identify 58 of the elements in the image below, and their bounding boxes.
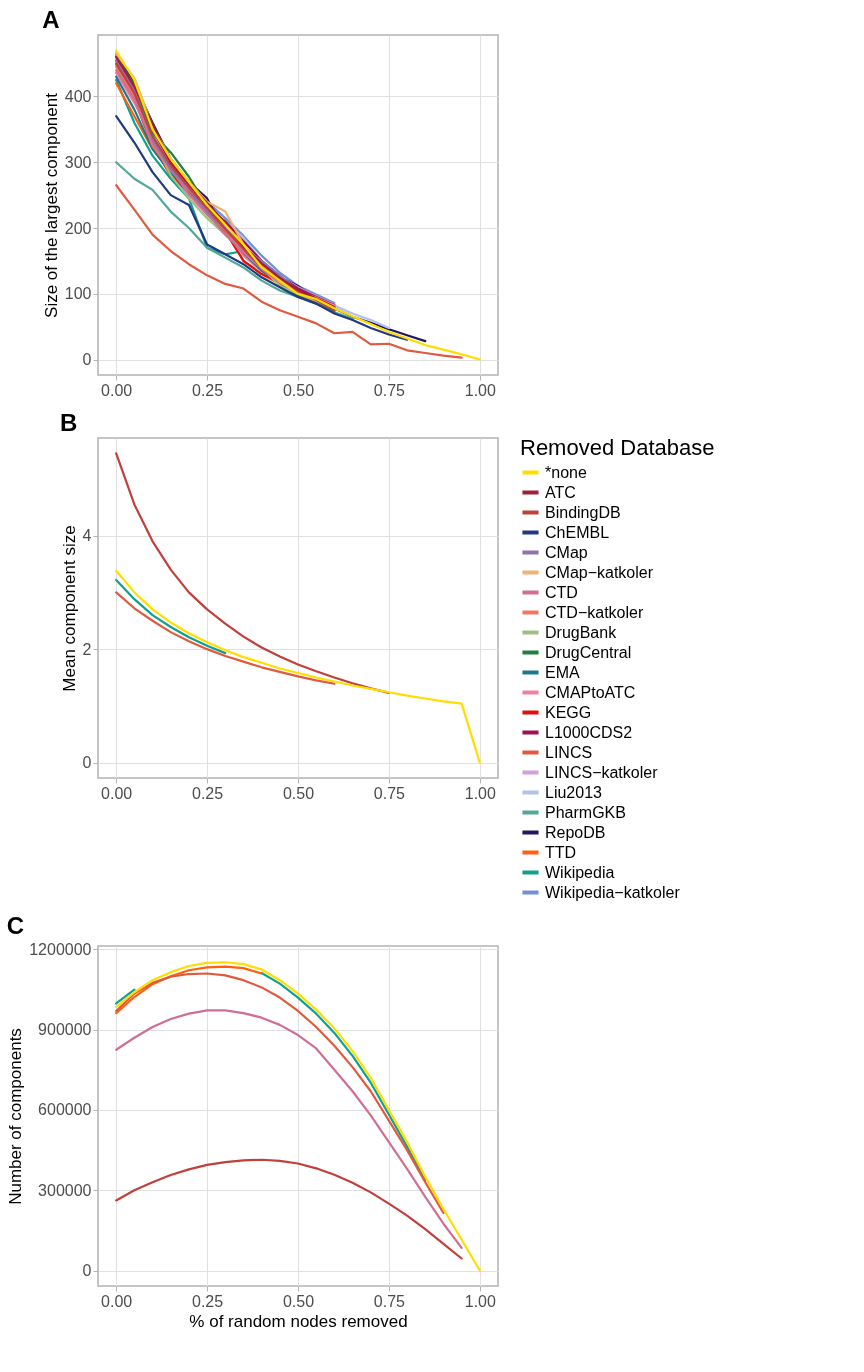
y-tick-label: 300000 <box>38 1181 92 1199</box>
y-axis-title: Number of components <box>6 1028 26 1205</box>
y-axis-title: Size of the largest component <box>41 92 61 318</box>
x-tick-label: 0.25 <box>192 784 224 802</box>
x-tick-label: 0.00 <box>101 381 133 399</box>
x-tick-label: 0.25 <box>192 1292 224 1310</box>
legend-label: CMap−katkoler <box>545 563 654 581</box>
x-tick-label: 0.75 <box>373 1292 406 1310</box>
x-tick-label: 0.00 <box>101 1292 133 1310</box>
legend-label: PharmGKB <box>545 803 626 821</box>
x-tick-label: 0.50 <box>282 381 315 399</box>
y-tick-label: 4 <box>82 527 92 545</box>
y-tick-label: 1200000 <box>29 940 92 958</box>
y-tick-label: 900000 <box>38 1021 92 1039</box>
y-tick-label: 200 <box>64 219 92 237</box>
y-axis-title: Mean component size <box>59 525 79 692</box>
x-tick-label: 0.00 <box>101 784 133 802</box>
y-tick-label: 0 <box>82 351 92 369</box>
chart-title: B <box>60 409 78 436</box>
x-tick-label: 0.75 <box>373 381 406 399</box>
legend-label: Liu2013 <box>545 783 603 801</box>
x-tick-label: 0.50 <box>282 1292 315 1310</box>
legend-label: ATC <box>545 483 576 501</box>
legend-label: Wikipedia <box>545 863 615 881</box>
legend-label: *none <box>545 463 587 481</box>
y-tick-label: 2 <box>82 640 92 658</box>
legend-label: KEGG <box>545 703 592 721</box>
x-tick-label: 0.25 <box>192 381 224 399</box>
legend-label: DrugBank <box>545 623 618 641</box>
y-tick-label: 300 <box>64 153 92 171</box>
legend-label: CMAPtoATC <box>545 683 636 701</box>
legend-label: CTD <box>545 583 578 601</box>
x-tick-label: 1.00 <box>464 381 496 399</box>
legend-label: Wikipedia−katkoler <box>545 883 681 901</box>
legend-label: BindingDB <box>545 503 621 521</box>
chart-title: C <box>6 912 25 940</box>
y-tick-label: 600000 <box>38 1101 92 1119</box>
y-tick-label: 0 <box>82 1262 92 1280</box>
legend-title: Removed Database <box>520 435 715 460</box>
legend-label: RepoDB <box>545 823 606 841</box>
legend-label: ChEMBL <box>545 523 610 541</box>
chart-title: A <box>42 6 60 33</box>
x-tick-label: 0.50 <box>282 784 315 802</box>
x-tick-label: 1.00 <box>464 1292 496 1310</box>
legend-label: CMap <box>545 543 588 561</box>
legend-label: EMA <box>545 663 580 681</box>
legend-label: LINCS−katkoler <box>545 763 659 781</box>
legend-label: L1000CDS2 <box>545 723 633 741</box>
y-tick-label: 400 <box>64 87 92 105</box>
x-tick-label: 0.75 <box>373 784 406 802</box>
y-tick-label: 100 <box>64 285 92 303</box>
legend-label: LINCS <box>545 743 593 761</box>
x-axis-title: % of random nodes removed <box>189 1311 408 1331</box>
x-tick-label: 1.00 <box>464 784 496 802</box>
legend-label: CTD−katkoler <box>545 603 644 621</box>
legend-label: TTD <box>545 843 577 861</box>
legend-label: DrugCentral <box>545 643 632 661</box>
y-tick-label: 0 <box>82 754 92 772</box>
